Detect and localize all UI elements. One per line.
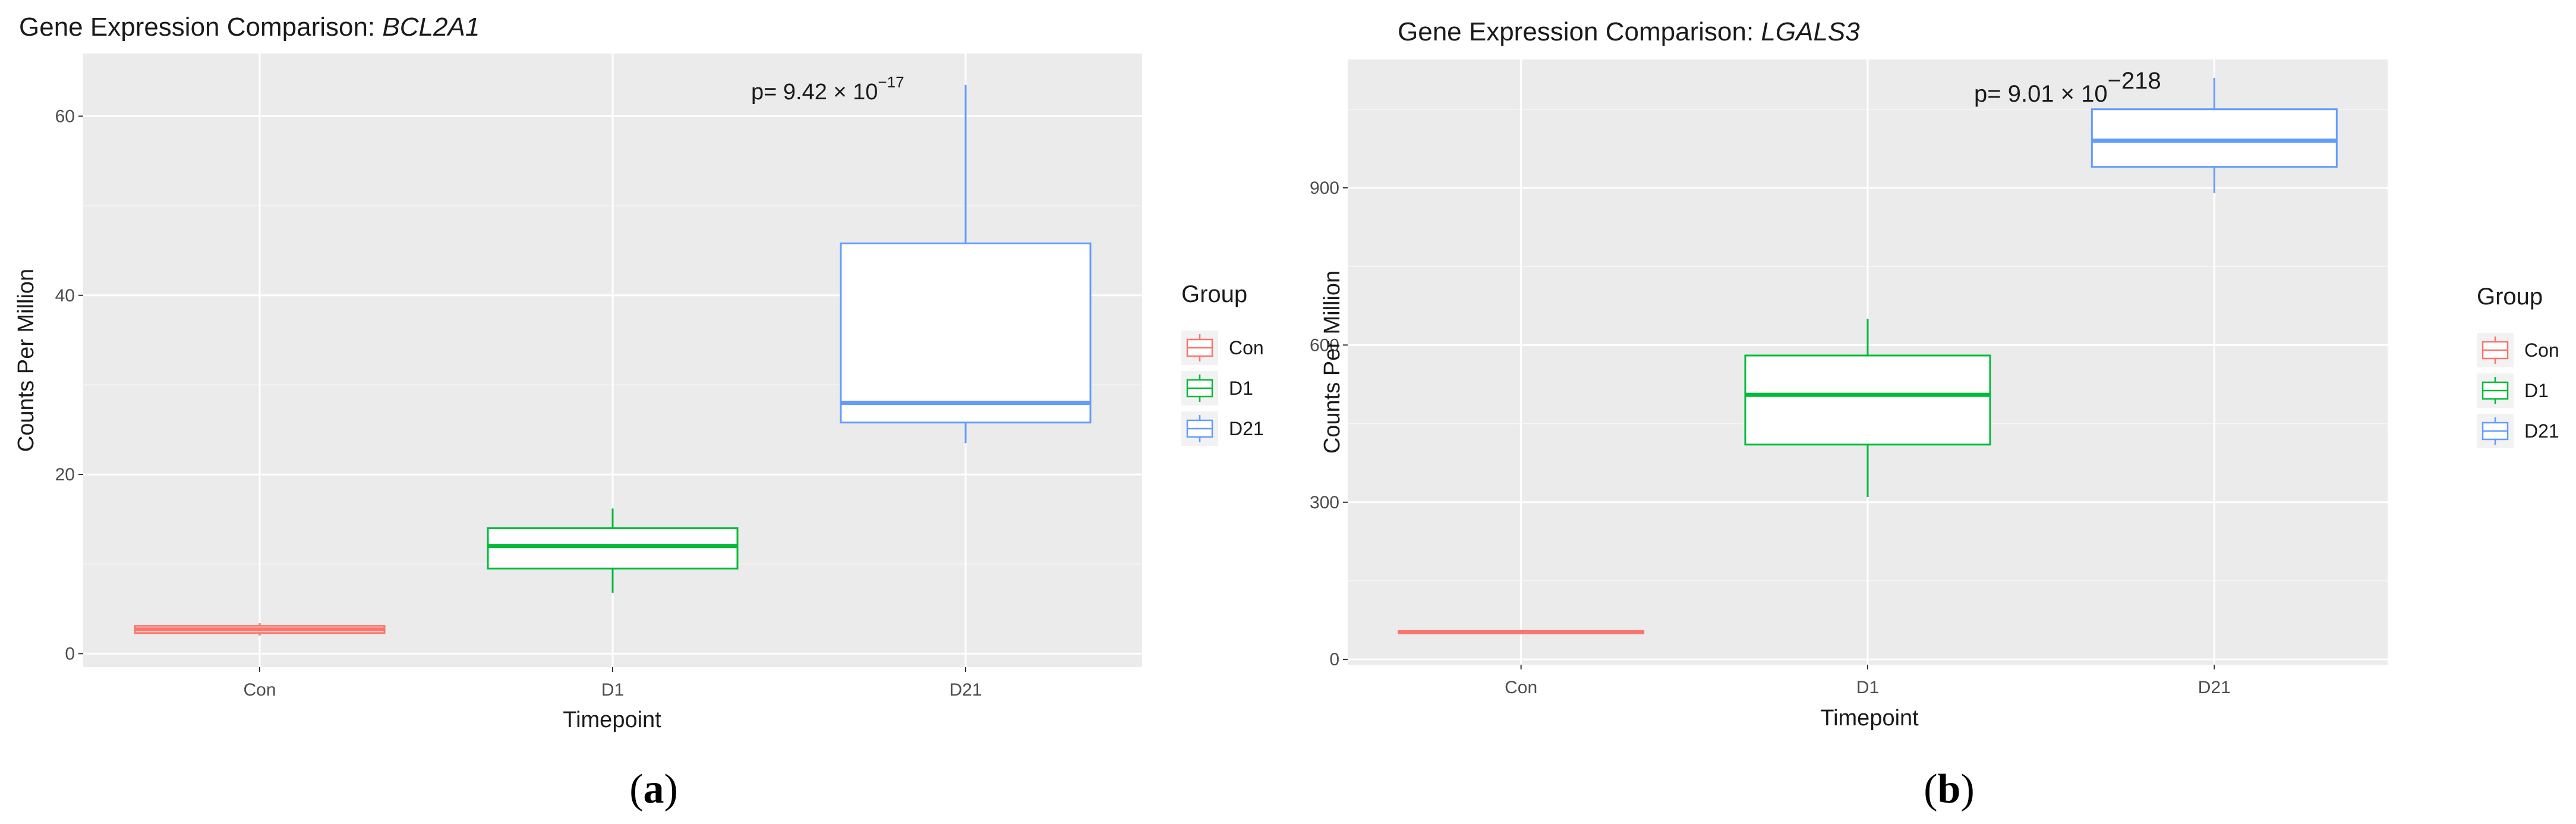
chart-panel-b: Gene Expression Comparison: LGALS3 0 300 6… <box>1310 17 2559 812</box>
axis-ticks-b: 0 300 600 900 Con D1 D21 <box>1310 178 2231 697</box>
x-tick-label-a: D1 <box>601 680 624 700</box>
y-axis-label-a: Counts Per Million <box>14 269 39 452</box>
y-tick-label-a: 20 <box>55 465 75 485</box>
chart-title-a: Gene Expression Comparison: BCL2A1 <box>19 12 480 42</box>
panel-caption-a: (a) <box>629 766 678 812</box>
x-axis-label-b: Timepoint <box>1820 706 1919 731</box>
legend-a: Group Con D1 D21 <box>1181 281 1264 446</box>
legend-label-d21: D21 <box>1229 418 1264 439</box>
boxplots-a <box>134 84 1092 636</box>
y-tick-label-b: 600 <box>1310 335 1339 355</box>
box-d1 <box>487 527 739 570</box>
legend-label-d1: D1 <box>2524 380 2549 401</box>
legend-label-con: Con <box>2524 339 2559 361</box>
x-tick-label-a: Con <box>243 680 276 700</box>
axis-ticks-a: 0 20 40 60 Con D1 D21 <box>55 106 982 700</box>
pvalue-annotation-b: p= 9.01 × 10−218 <box>1974 68 2161 107</box>
legend-b: Group Con D1 D21 <box>2477 284 2559 448</box>
boxplots-b <box>1398 77 2338 634</box>
x-tick-label-b: Con <box>1505 678 1537 697</box>
y-tick-label-a: 40 <box>55 286 75 306</box>
y-tick-label-a: 0 <box>65 644 75 663</box>
box-d21 <box>2091 108 2338 168</box>
legend-label-d21: D21 <box>2524 420 2559 442</box>
box-d21 <box>840 242 1092 424</box>
y-tick-label-a: 60 <box>55 106 75 126</box>
x-axis-label-a: Timepoint <box>563 707 661 732</box>
pvalue-annotation-a: p= 9.42 × 10−17 <box>751 73 904 105</box>
box-d1 <box>1744 354 1991 446</box>
legend-title-a: Group <box>1181 281 1247 307</box>
x-tick-label-b: D21 <box>2198 678 2231 697</box>
x-tick-label-a: D21 <box>949 680 982 700</box>
y-tick-label-b: 300 <box>1310 493 1339 512</box>
y-tick-label-b: 0 <box>1329 650 1339 669</box>
chart-panel-a: Gene Expression Comparison: BCL2A1 0 20 40… <box>14 12 1264 812</box>
panel-caption-b: (b) <box>1924 766 1975 812</box>
gridlines-b <box>1348 59 2388 665</box>
legend-title-b: Group <box>2477 284 2543 310</box>
legend-label-d1: D1 <box>1229 378 1253 399</box>
y-axis-label-b: Counts Per Million <box>1320 271 1345 454</box>
x-tick-label-b: D1 <box>1856 678 1879 697</box>
y-tick-label-b: 900 <box>1310 178 1339 198</box>
legend-label-con: Con <box>1229 337 1264 358</box>
chart-title-b: Gene Expression Comparison: LGALS3 <box>1398 17 1860 46</box>
